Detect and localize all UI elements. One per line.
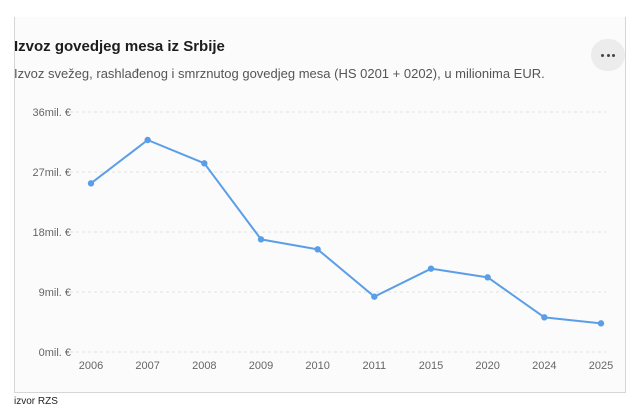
x-tick-label: 2025 <box>589 360 613 372</box>
y-tick-label: 18mil. € <box>32 227 71 239</box>
x-tick-label: 2015 <box>419 360 443 372</box>
x-tick-label: 2024 <box>532 360 556 372</box>
x-tick-label: 2008 <box>192 360 216 372</box>
x-tick-label: 2006 <box>79 360 103 372</box>
chart-card <box>14 17 626 393</box>
x-tick-label: 2007 <box>135 360 159 372</box>
chart-title: Izvoz govedjeg mesa iz Srbije <box>14 38 225 55</box>
data-point[interactable] <box>427 265 435 272</box>
more-horizontal-icon-dot <box>611 53 615 57</box>
y-tick-label: 27mil. € <box>32 167 71 179</box>
data-point[interactable] <box>257 236 265 243</box>
grid-lines <box>70 111 606 353</box>
series-line <box>90 139 602 325</box>
x-tick-label: 2010 <box>305 360 329 372</box>
data-point[interactable] <box>597 320 605 327</box>
x-axis-labels: 2006 2007 2008 2009 2010 2011 2015 2020 2024 2025 <box>79 360 613 372</box>
x-tick-label: 2020 <box>475 360 499 372</box>
chart-subtitle: Izvoz svežeg, rashlađenog i smrznutog go… <box>14 66 545 81</box>
x-tick-label: 2011 <box>363 360 387 372</box>
data-point[interactable] <box>314 246 321 253</box>
y-tick-label: 0mil. € <box>39 347 71 359</box>
data-point[interactable] <box>144 136 151 144</box>
data-point[interactable] <box>371 293 378 300</box>
source-note: izvor RZS <box>14 396 58 407</box>
more-horizontal-icon <box>601 53 605 57</box>
series-layer <box>87 136 605 327</box>
data-point[interactable] <box>201 160 208 167</box>
y-tick-label: 36mil. € <box>32 107 71 119</box>
x-tick-label: 2009 <box>249 360 273 372</box>
data-point[interactable] <box>484 274 491 281</box>
data-point[interactable] <box>87 180 95 187</box>
data-point[interactable] <box>541 314 548 321</box>
more-options-button[interactable] <box>591 39 625 71</box>
y-tick-label: 9mil. € <box>39 287 71 299</box>
more-horizontal-icon-dot <box>606 53 610 57</box>
y-axis-labels: 0mil. € 9mil. € 18mil. € 27mil. € 36mil. € <box>32 107 71 359</box>
